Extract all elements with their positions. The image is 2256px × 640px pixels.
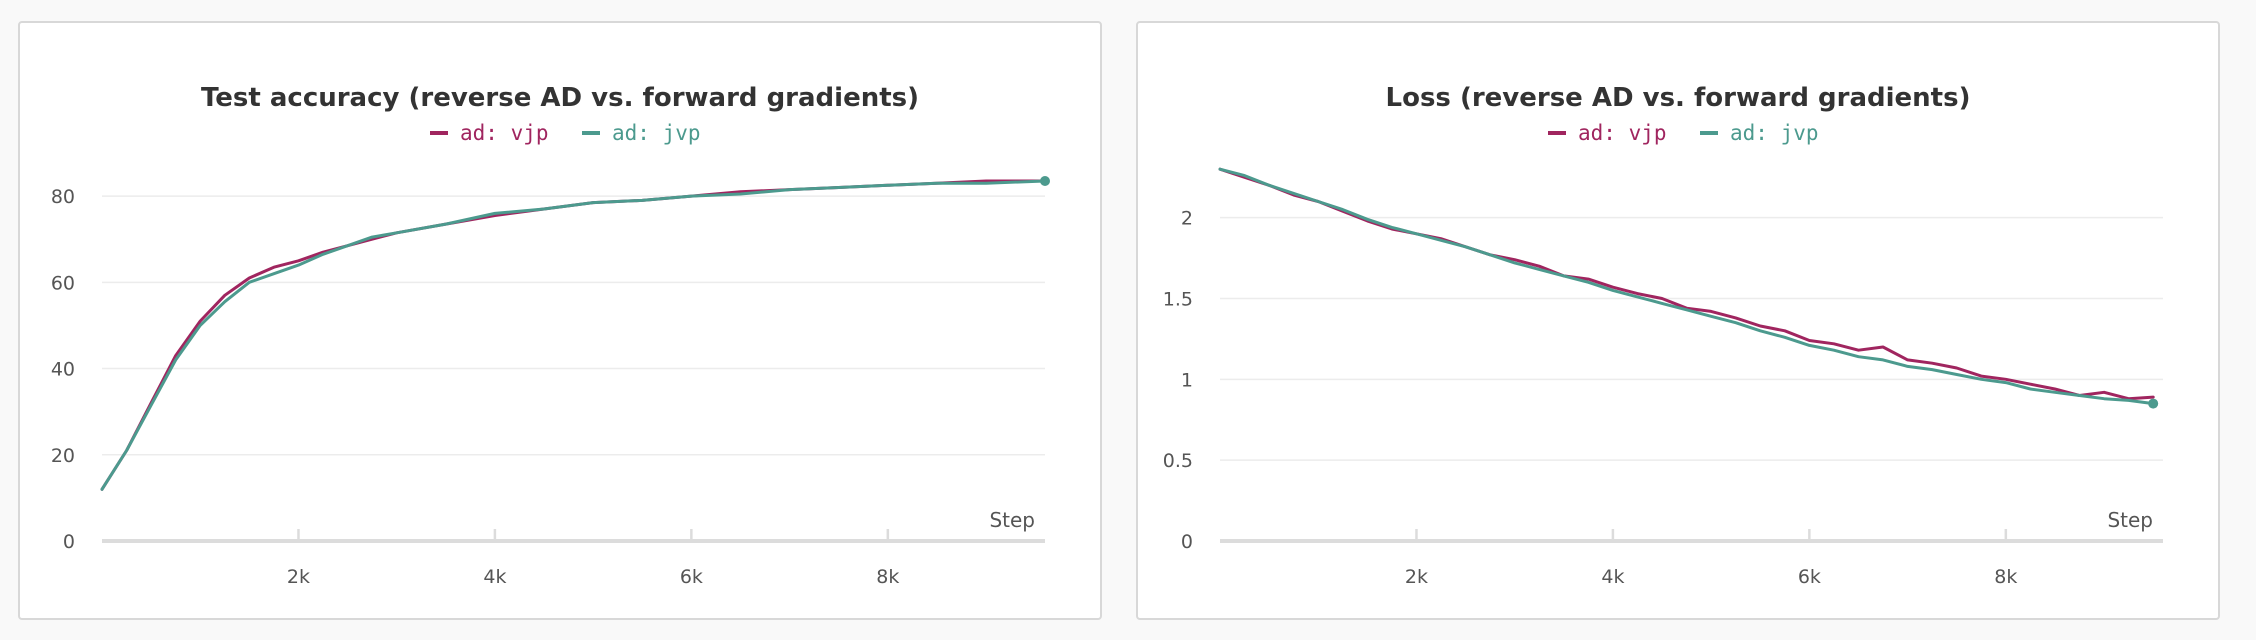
legend-label-2: ad: jvp (612, 121, 701, 145)
x-tick-label: 8k (1994, 566, 2017, 588)
y-tick-label: 0 (63, 531, 75, 553)
x-tick-label: 2k (1405, 566, 1428, 588)
loss-chart-panel: Loss (reverse AD vs. forward gradients) a… (1136, 21, 2220, 620)
series-line-2 (100, 179, 1047, 491)
y-tick-label: 0 (1181, 531, 1193, 553)
y-tick-label: 1 (1181, 369, 1193, 391)
legend-label-1: ad: vjp (460, 121, 549, 145)
x-tick-label: 4k (1601, 566, 1624, 588)
y-tick-label: 60 (51, 272, 75, 294)
y-tick-label: 20 (51, 445, 75, 467)
y-tick-label: 0.5 (1163, 450, 1193, 472)
legend-label-1: ad: vjp (1578, 121, 1667, 145)
x-tick-label: 6k (1798, 566, 1821, 588)
y-tick-label: 2 (1181, 208, 1193, 230)
x-tick-label: 4k (483, 566, 506, 588)
series-line-1 (100, 179, 1047, 491)
x-axis-label: Step (989, 508, 1035, 532)
x-axis-label: Step (2107, 508, 2153, 532)
x-tick-label: 6k (680, 566, 703, 588)
y-tick-label: 80 (51, 186, 75, 208)
chart-title: Loss (reverse AD vs. forward gradients) (1386, 83, 1971, 113)
series-end-marker (2148, 398, 2159, 409)
loss-chart: Loss (reverse AD vs. forward gradients) a… (1163, 83, 2163, 588)
chart-title: Test accuracy (reverse AD vs. forward gr… (201, 83, 919, 113)
x-tick-label: 8k (876, 566, 899, 588)
series-line-2 (1218, 167, 2155, 406)
x-tick-label: 2k (287, 566, 310, 588)
series-line-1 (1218, 167, 2155, 401)
y-tick-label: 1.5 (1163, 289, 1193, 311)
series-end-marker (1040, 176, 1050, 187)
legend: ad: vjp ad: jvp (430, 121, 701, 145)
legend-label-2: ad: jvp (1730, 121, 1819, 145)
accuracy-chart-panel: Test accuracy (reverse AD vs. forward gr… (18, 21, 1102, 620)
accuracy-chart: Test accuracy (reverse AD vs. forward gr… (51, 83, 1050, 588)
legend: ad: vjp ad: jvp (1548, 121, 1819, 145)
y-tick-label: 40 (51, 359, 75, 381)
